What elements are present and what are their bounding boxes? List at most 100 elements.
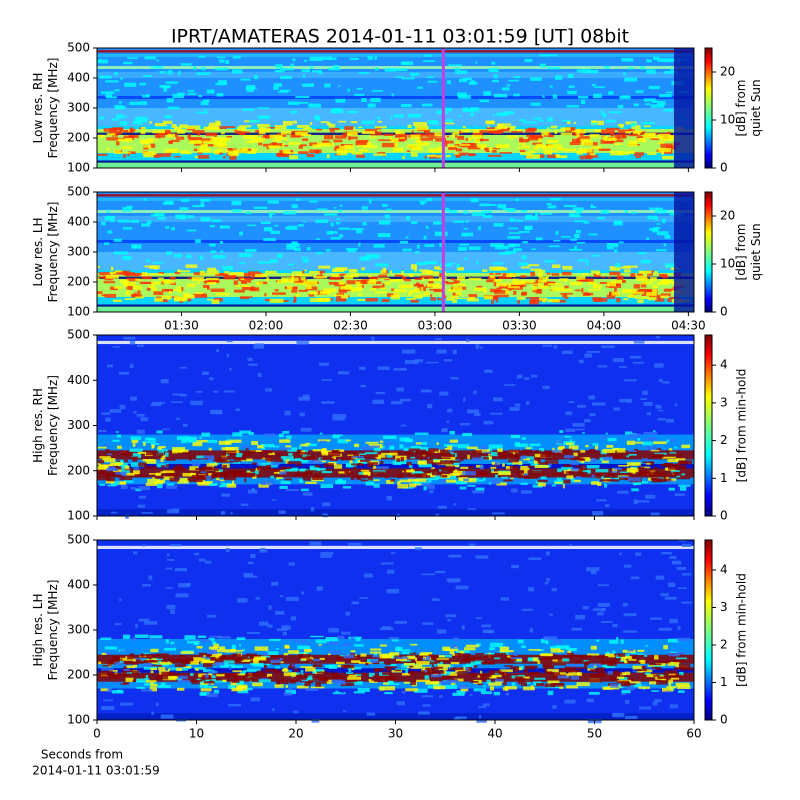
- spectrogram-speck: [201, 67, 206, 71]
- spectrogram-speck: [608, 91, 614, 95]
- spectrogram-speck: [207, 298, 213, 301]
- spectrogram-speck: [560, 236, 571, 238]
- y-tick-label: 400: [67, 373, 90, 387]
- spectrogram-speck: [338, 85, 341, 87]
- spectrogram-speck: [551, 273, 560, 276]
- spectrogram-speck: [461, 232, 474, 237]
- spectrogram-speck: [481, 624, 491, 628]
- spectrogram-speck: [637, 289, 651, 292]
- spectrogram-speck: [455, 585, 469, 590]
- spectrogram-speck: [173, 253, 182, 258]
- spectrogram-speck: [644, 103, 651, 106]
- spectrogram-speck: [630, 576, 640, 580]
- spectrogram-speck: [321, 450, 335, 454]
- spectrogram-speck: [229, 665, 243, 669]
- spectrogram-speck: [166, 553, 170, 557]
- spectrogram-speck: [184, 635, 196, 640]
- spectrogram-speck: [215, 412, 219, 415]
- spectrogram-speck: [348, 636, 362, 640]
- spectrogram-speck: [256, 282, 260, 286]
- spectrogram-speck: [237, 690, 249, 694]
- spectrogram-speck: [513, 479, 522, 482]
- spectrogram-speck: [155, 674, 169, 680]
- spectrogram-speck: [175, 593, 189, 598]
- spectrogram-speck: [316, 238, 320, 241]
- spectrogram-speck: [215, 152, 223, 155]
- spectrogram-speck: [150, 682, 154, 687]
- spectrogram-speck: [239, 262, 246, 265]
- spectrogram-speck: [180, 150, 190, 155]
- spectrogram-speck: [123, 284, 128, 287]
- spectrogram-speck: [646, 462, 651, 465]
- y-axis-label: Frequency [MHz]: [46, 58, 60, 159]
- spectrogram-speck: [659, 660, 670, 664]
- spectrogram-speck: [437, 298, 443, 301]
- spectrogram-speck: [419, 137, 433, 141]
- spectrogram-speck: [162, 428, 171, 431]
- spectrogram-speck: [123, 480, 134, 483]
- spectrogram-speck: [208, 447, 212, 451]
- spectrogram-speck: [607, 671, 613, 675]
- spectrogram-speck: [516, 443, 529, 448]
- spectrogram-speck: [674, 493, 685, 496]
- spectrogram-speck: [319, 432, 323, 435]
- spectrogram-speck: [189, 466, 199, 471]
- spectrogram-speck: [633, 284, 640, 289]
- spectrogram-speck: [250, 450, 264, 452]
- spectrogram-speck: [182, 452, 191, 454]
- spectrogram-speck: [356, 283, 362, 287]
- spectrogram-speck: [588, 691, 600, 695]
- spectrogram-speck: [580, 449, 586, 453]
- spectrogram-speck: [287, 650, 300, 654]
- spectrogram-speck: [271, 655, 277, 658]
- spectrogram-speck: [212, 680, 227, 683]
- spectrogram-speck: [603, 456, 613, 461]
- spectrogram-speck: [335, 267, 348, 271]
- spectrogram-speck: [422, 704, 431, 707]
- spectrogram-speck: [472, 457, 483, 462]
- spectrogram-speck: [365, 662, 369, 666]
- spectrogram-speck: [196, 281, 200, 285]
- spectrogram-speck: [521, 455, 527, 460]
- spectrogram-speck: [468, 81, 478, 85]
- spectrogram-speck: [450, 278, 455, 281]
- spectrogram-speck: [165, 567, 173, 570]
- spectrogram-speck: [184, 295, 195, 299]
- spectrogram-speck: [642, 458, 648, 461]
- spectrogram-speck: [435, 474, 441, 478]
- spectrogram-speck: [274, 289, 279, 292]
- spectrogram-speck: [459, 243, 470, 246]
- spectrogram-speck: [502, 681, 507, 686]
- spectrogram-speck: [133, 551, 138, 555]
- spectrogram-speck: [572, 207, 584, 211]
- spectrogram-speck: [476, 719, 487, 723]
- spectrogram-speck: [654, 211, 668, 214]
- spectrogram-speck: [488, 670, 502, 674]
- spectrogram-speck: [210, 136, 223, 142]
- spectrogram-speck: [664, 288, 677, 291]
- spectrogram-speck: [534, 457, 541, 461]
- spectrogram-speck: [600, 435, 608, 439]
- spectrogram-speck: [392, 147, 404, 152]
- spectrogram-speck: [336, 148, 347, 152]
- spectrogram-speck: [343, 150, 352, 153]
- spectrogram-speck: [481, 661, 485, 664]
- spectrogram-speck: [97, 462, 101, 465]
- spectrogram-speck: [375, 675, 390, 680]
- spectrogram-speck: [467, 508, 477, 510]
- spectrogram-speck: [483, 477, 486, 481]
- spectrogram-speck: [406, 150, 411, 153]
- spectrogram-speck: [595, 472, 604, 477]
- spectrogram-speck: [582, 431, 585, 434]
- spectrogram-speck: [200, 202, 205, 206]
- spectrogram-speck: [448, 262, 456, 265]
- spectrogram-speck: [298, 673, 302, 676]
- spectrogram-speck: [557, 658, 563, 662]
- spectrogram-speck: [597, 667, 606, 670]
- spectrogram-speck: [209, 653, 223, 658]
- spectrogram-speck: [121, 471, 127, 477]
- spectrogram-speck: [484, 147, 488, 151]
- spectrogram-speck: [136, 686, 146, 689]
- spectrogram-speck: [115, 106, 126, 110]
- spectrogram-speck: [295, 652, 309, 655]
